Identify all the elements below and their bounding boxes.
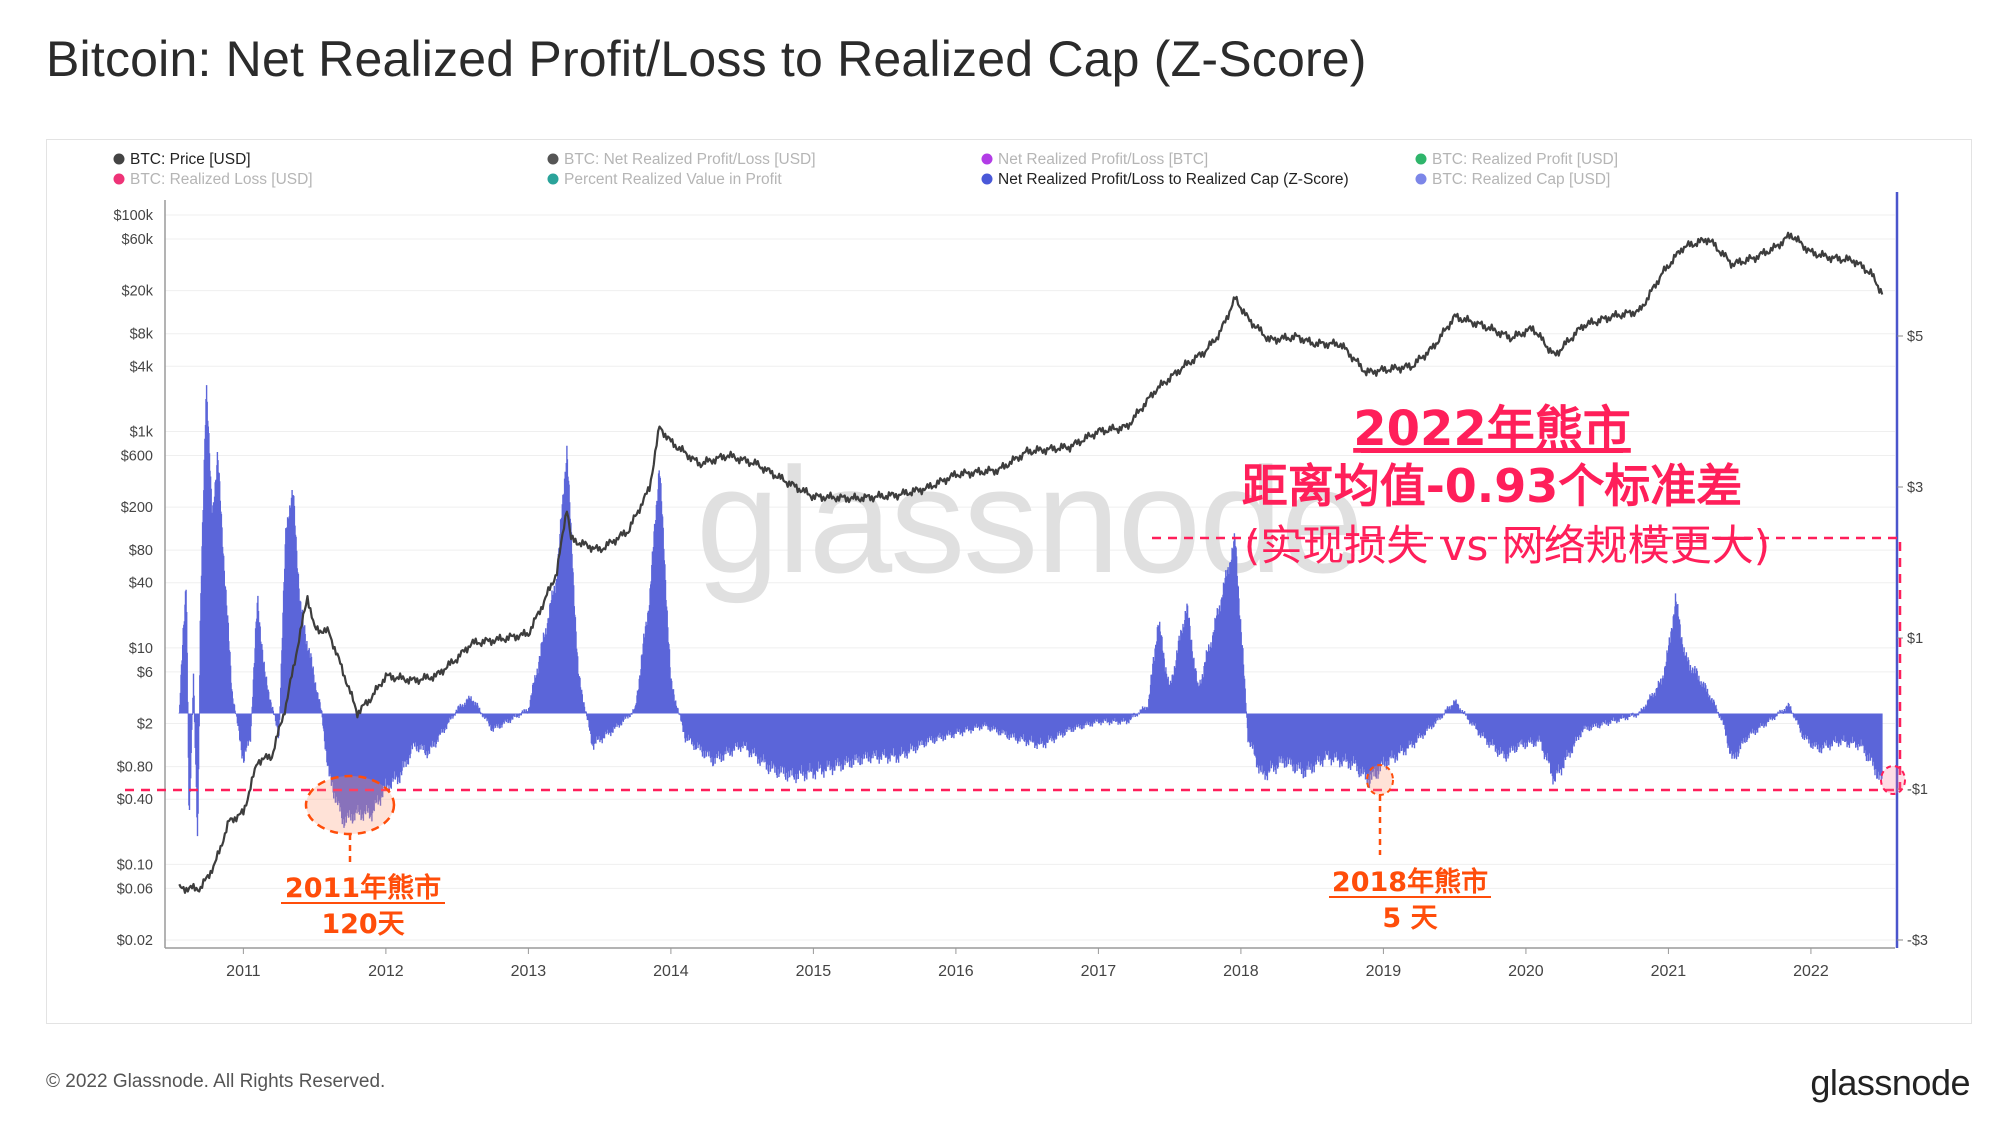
x-tick-label: 2013 <box>511 963 547 980</box>
left-tick-label: $0.40 <box>117 792 153 808</box>
annotation-2011-title: 2011年熊市 <box>285 872 441 904</box>
left-tick-label: $80 <box>129 543 153 559</box>
legend-dot <box>113 153 125 165</box>
annotation-2022-note: (实现损失 vs 网络规模更大) <box>1244 521 1770 570</box>
legend: BTC: Price [USD] BTC: Net Realized Profit… <box>113 151 1618 188</box>
legend-dot <box>113 173 125 185</box>
left-tick-label: $4k <box>130 359 154 375</box>
annotation-2011-days: 120天 <box>321 909 404 940</box>
annotation-2022-subtitle: 距离均值-0.93个标准差 <box>1242 459 1743 513</box>
right-tick-label: $1 <box>1907 631 1923 647</box>
x-tick-label: 2015 <box>796 963 832 980</box>
left-tick-label: $60k <box>122 232 154 248</box>
left-tick-label: $0.10 <box>117 857 153 873</box>
legend-label: Net Realized Profit/Loss to Realized Cap… <box>998 171 1349 188</box>
legend-dot <box>1415 173 1427 185</box>
x-tick-label: 2012 <box>368 963 404 980</box>
legend-label: BTC: Realized Profit [USD] <box>1432 151 1618 168</box>
left-tick-label: $20k <box>122 284 154 300</box>
dashed-box-2022 <box>1152 536 1902 790</box>
right-tick-label: -$3 <box>1907 933 1928 949</box>
left-tick-label: $6 <box>137 665 153 681</box>
left-tick-label: $100k <box>113 208 153 224</box>
legend-dot <box>547 153 559 165</box>
left-tick-label: $1k <box>130 424 154 440</box>
left-tick-label: $2 <box>137 717 153 733</box>
annotation-2022-title: 2022年熊市 <box>1353 401 1631 457</box>
page-title: Bitcoin: Net Realized Profit/Loss to Rea… <box>46 31 1367 87</box>
left-tick-label: $600 <box>121 448 153 464</box>
left-tick-label: $0.80 <box>117 760 153 776</box>
x-tick-label: 2014 <box>653 963 689 980</box>
copyright-text: © 2022 Glassnode. All Rights Reserved. <box>46 1071 386 1092</box>
chart-panel: BTC: Price [USD] BTC: Net Realized Profit… <box>46 139 1972 1024</box>
left-tick-label: $10 <box>129 641 153 657</box>
x-tick-label: 2018 <box>1223 963 1259 980</box>
chart-svg: BTC: Price [USD] BTC: Net Realized Profit… <box>113 151 1928 980</box>
legend-label: BTC: Net Realized Profit/Loss [USD] <box>564 151 816 168</box>
annotation-2018-days: 5 天 <box>1382 903 1437 934</box>
x-tick-label: 2020 <box>1508 963 1544 980</box>
left-tick-label: $40 <box>129 576 153 592</box>
legend-dot <box>981 173 993 185</box>
price-series <box>178 231 1884 894</box>
left-tick-label: $0.02 <box>117 933 153 949</box>
x-tick-label: 2019 <box>1366 963 1402 980</box>
legend-label: BTC: Realized Loss [USD] <box>130 171 313 188</box>
annotations: 2022年熊市 距离均值-0.93个标准差 (实现损失 vs 网络规模更大) 2… <box>125 401 1906 940</box>
right-tick-label: $3 <box>1907 480 1923 496</box>
legend-dot <box>547 173 559 185</box>
legend-label: Percent Realized Value in Profit <box>564 171 782 188</box>
zscore-bars <box>178 385 1883 837</box>
right-tick-label: -$1 <box>1907 782 1928 798</box>
left-tick-label: $0.06 <box>117 881 153 897</box>
x-tick-label: 2017 <box>1081 963 1117 980</box>
legend-label: BTC: Realized Cap [USD] <box>1432 171 1610 188</box>
x-tick-label: 2016 <box>938 963 974 980</box>
legend-label: Net Realized Profit/Loss [BTC] <box>998 151 1208 168</box>
axes: $100k $60k $20k $8k $4k $1k $600 $200 $80 $40 $10 $… <box>113 192 1928 980</box>
annotation-2018-title: 2018年熊市 <box>1332 866 1488 898</box>
watermark: glassnode <box>696 436 1362 604</box>
x-tick-label: 2021 <box>1651 963 1687 980</box>
highlight-2022 <box>1880 765 1906 795</box>
x-tick-label: 2011 <box>226 963 261 980</box>
left-tick-label: $8k <box>130 327 154 343</box>
zscore-series <box>178 385 1883 837</box>
legend-dot <box>1415 153 1427 165</box>
highlight-2011 <box>304 774 396 836</box>
legend-dot <box>981 153 993 165</box>
legend-label: BTC: Price [USD] <box>130 151 251 168</box>
x-tick-label: 2022 <box>1793 963 1829 980</box>
right-tick-label: $5 <box>1907 329 1923 345</box>
brand-logo: glassnode <box>1810 1062 1970 1103</box>
highlight-2018 <box>1366 764 1394 796</box>
price-line <box>178 231 1884 894</box>
left-tick-label: $200 <box>121 500 153 516</box>
